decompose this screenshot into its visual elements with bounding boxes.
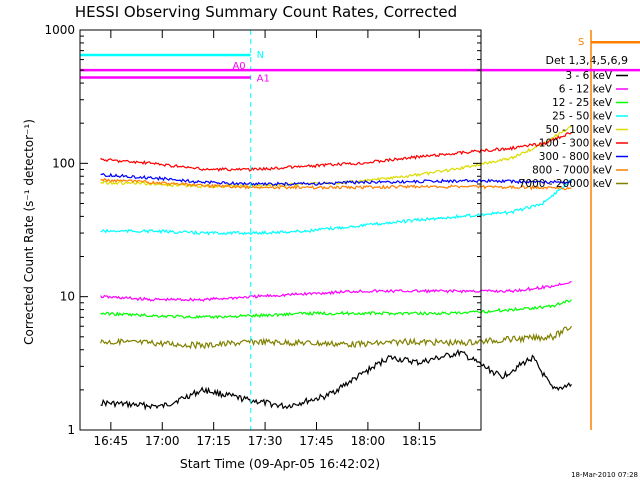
x-tick-label-0: 16:45 [94, 434, 129, 448]
series-line-2-0 [100, 299, 572, 320]
series-2 [100, 299, 572, 320]
x-tick-label-5: 18:00 [351, 434, 386, 448]
label-a1: A1 [257, 74, 270, 85]
label-a0: A0 [232, 61, 245, 72]
series-8 [100, 325, 573, 350]
series-line-5-0 [100, 132, 572, 172]
series-line-7-0 [100, 178, 572, 191]
legend-label-7: 800 - 7000 keV [532, 165, 613, 177]
series-4 [100, 125, 572, 189]
legend-label-2: 12 - 25 keV [552, 97, 613, 109]
y-tick-label-3: 1000 [44, 23, 75, 37]
chart-title: HESSI Observing Summary Count Rates, Cor… [75, 3, 457, 21]
legend-label-6: 300 - 800 keV [539, 151, 613, 163]
series-5 [100, 132, 572, 172]
series-7 [100, 178, 572, 191]
series-0 [100, 348, 572, 411]
series-layer [100, 125, 573, 411]
legend-title: Det 1,3,4,5,6,9 [545, 54, 628, 67]
series-line-0-0 [100, 348, 572, 411]
label-s: S [578, 37, 584, 48]
series-line-3-0 [100, 179, 572, 236]
legend-label-1: 6 - 12 keV [559, 84, 613, 96]
y-axis-label: Corrected Count Rate (s⁻¹ detector⁻¹) [22, 119, 36, 345]
x-tick-label-4: 17:45 [299, 434, 334, 448]
series-3 [100, 179, 572, 236]
x-tick-label-6: 18:15 [402, 434, 437, 448]
series-line-6-0 [100, 172, 572, 187]
x-tick-label-3: 17:30 [248, 434, 283, 448]
y-tick-label-1: 10 [60, 290, 75, 304]
plot-frame [79, 29, 482, 431]
x-axis-label: Start Time (09-Apr-05 16:42:02) [180, 456, 380, 471]
tick-layer: 16:45 17:00 17:15 17:30 17:45 18:00 18:15 1 10 10… [44, 23, 481, 448]
series-line-8-0 [100, 325, 573, 350]
legend-label-5: 100 - 300 keV [539, 138, 613, 150]
series-6 [100, 172, 572, 187]
series-line-4-0 [100, 125, 572, 189]
legend-label-0: 3 - 6 keV [565, 70, 612, 82]
x-tick-label-1: 17:00 [145, 434, 180, 448]
annotation-layer: NA0A1SF [80, 30, 640, 430]
footer-timestamp: 18-Mar-2010 07:28 [571, 471, 638, 479]
series-1 [100, 280, 572, 302]
x-tick-label-2: 17:15 [196, 434, 231, 448]
legend-label-8: 7000 - 20000 keV [519, 178, 613, 190]
label-n: N [257, 50, 264, 61]
legend-label-4: 50 - 100 keV [545, 124, 612, 136]
y-tick-label-0: 1 [67, 423, 75, 437]
y-tick-label-2: 100 [52, 156, 75, 170]
series-line-1-0 [100, 280, 572, 302]
legend-label-3: 25 - 50 keV [552, 111, 613, 123]
